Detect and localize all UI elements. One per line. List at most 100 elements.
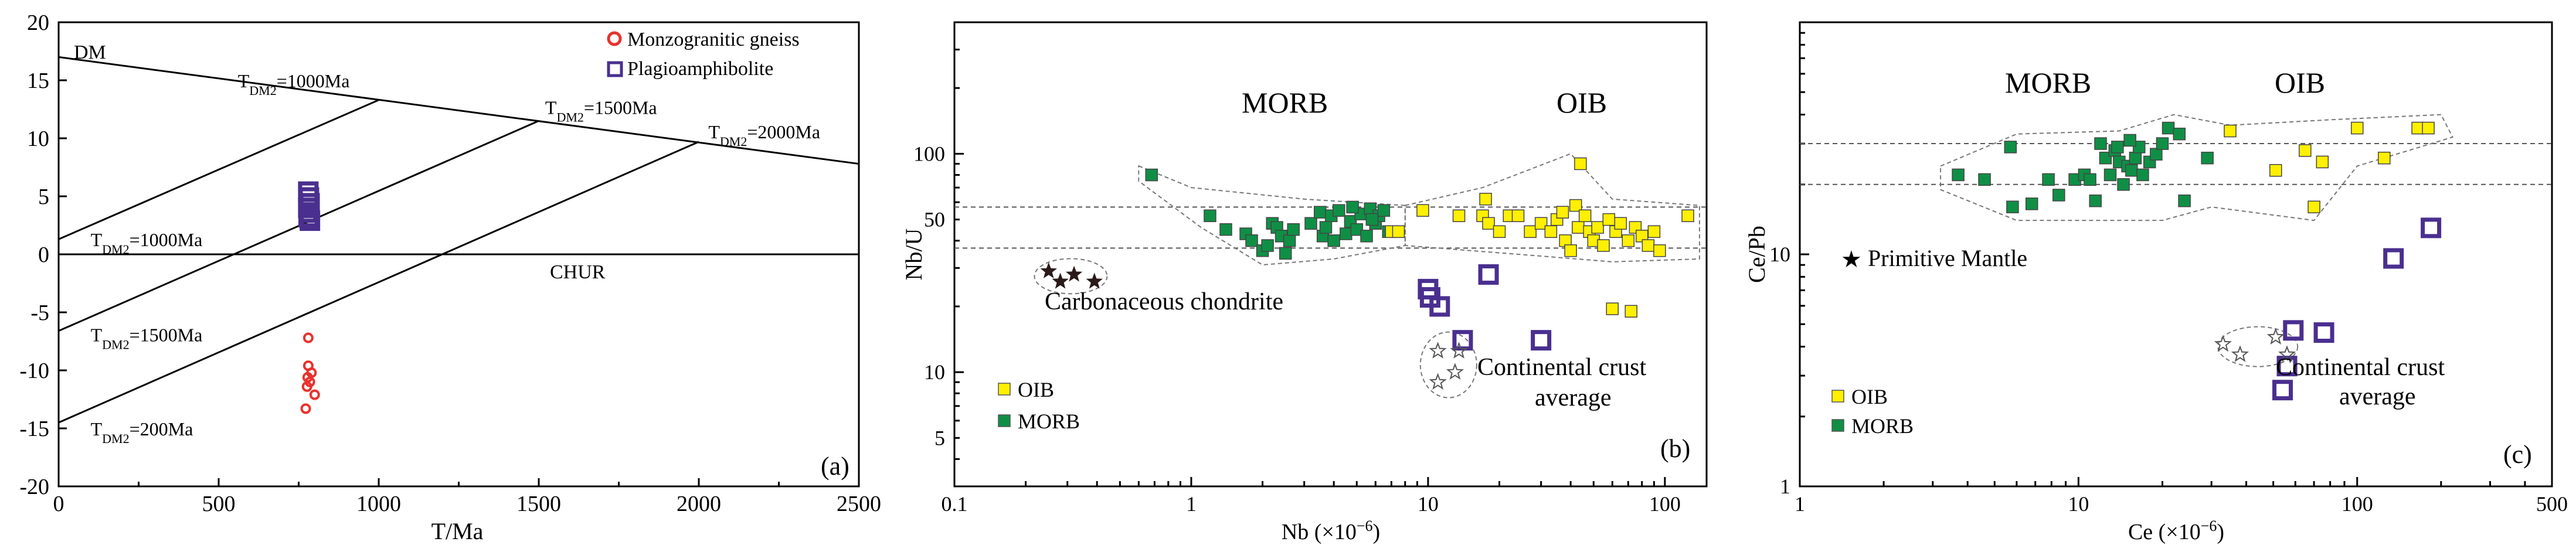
point-continental-crust-average [1446,363,1464,380]
legend-morb-b: MORB [1018,410,1080,433]
point-oib [1416,204,1429,217]
point-morb [1283,234,1296,247]
panel-b: 0.1 1 10 100 5 10 50 100 MORB OIB Carbonaceous … [900,21,1708,544]
point-oib [1556,206,1569,219]
point-morb [1319,221,1333,234]
point-plagioamphibolite [2283,320,2304,341]
morb-field-outline [1138,165,1406,266]
point-morb [1279,247,1292,260]
point-plagioamphibolite [300,210,321,231]
ytick-label: 1 [1780,475,1790,498]
point-morb [2129,151,2142,165]
point-monzogranitic-gneiss [300,403,311,414]
legend-oib-swatch-b [998,383,1011,396]
point-morb [1377,204,1391,217]
panel-c-xlabel-main: Ce (×10 [2128,520,2201,544]
point-oib [1574,157,1587,171]
panel-c-xlabel-end: ) [2217,520,2224,544]
legend-oib-c: OIB [1851,385,1888,408]
point-continental-crust-average [1429,373,1447,390]
point-oib [1625,305,1637,318]
point-morb [1978,173,1991,186]
point-continental-crust-average [2266,328,2285,345]
point-plagioamphibolite [1429,296,1450,317]
point-oib [1572,221,1585,234]
point-oib [1647,225,1661,238]
point-morb [1261,239,1274,252]
panel-b-ylabel: Nb/U [900,228,927,280]
a-xtick-label: 0 [53,492,64,516]
oib-field-label-b: OIB [1557,86,1607,119]
point-oib [1452,209,1466,222]
oib-field-label-c: OIB [2275,66,2325,99]
ytick-label: 5 [934,426,945,449]
point-oib [1511,209,1525,222]
point-oib [1493,225,1506,238]
point-oib [2299,144,2312,157]
point-carbonaceous-chondrite [1052,272,1069,289]
xtick-label: 100 [2341,492,2373,516]
legend-oib-b: OIB [1018,378,1054,401]
panel-b-xlabel-end: ) [1373,520,1381,544]
a-ytick-label: 10 [27,127,49,151]
panel-b-label: (b) [1660,434,1690,463]
panel-b-frame [953,21,1708,488]
legend-plagioamphibolite: Plagioamphibolite [627,58,773,80]
panel-c-xlabel: Ce (×10−6) [2128,517,2224,545]
point-oib [1392,225,1405,238]
point-oib [1622,234,1635,247]
chondrite-label: Carbonaceous chondrite [1045,288,1283,315]
a-ytick-label: -15 [19,417,49,441]
point-morb [2136,168,2149,182]
panel-a-xlabel: T/Ma [431,518,484,544]
chondrite-field-outline [1034,258,1108,295]
a-ytick-label: 5 [38,185,49,209]
point-morb [2173,127,2186,141]
point-oib [1606,302,1619,315]
point-plagioamphibolite [2313,322,2334,343]
a-ytick-label: -20 [19,475,49,499]
point-oib [1591,221,1604,234]
point-oib [2316,155,2329,169]
point-morb [2004,141,2017,154]
point-oib [1578,209,1592,222]
point-continental-crust-average [1450,342,1468,359]
point-oib [1642,239,1655,252]
point-oib [1569,199,1582,212]
point-carbonaceous-chondrite [1086,272,1103,289]
point-morb [1340,227,1352,240]
point-morb [2084,173,2096,186]
morb-oib-field-outline [1940,114,2453,222]
legend-oib-swatch-c [1831,390,1844,403]
a-xtick-label: 2500 [837,492,881,516]
line-tdm2-1000ma [58,99,379,240]
a-xtick-label: 1000 [356,492,401,516]
ytick-label: 50 [924,208,945,231]
chur-label: CHUR [550,261,606,283]
point-morb [1304,217,1317,230]
point-oib [1681,209,1694,222]
point-morb [2125,164,2138,177]
point-plagioamphibolite [2421,217,2442,238]
point-oib [1564,244,1577,257]
xtick-label: 0.1 [942,492,968,516]
point-morb [2006,200,2019,213]
crust-field-outline [1419,331,1477,398]
point-carbonaceous-chondrite [1065,265,1083,282]
point-oib [1534,217,1548,230]
a-ytick-label: 20 [27,11,49,35]
point-plagioamphibolite [1452,330,1473,351]
point-morb [2103,168,2117,182]
a-xtick-label: 2000 [677,492,721,516]
ytick-label: 10 [924,360,945,384]
point-morb [1365,213,1379,226]
panel-b-xlabel-main: Nb (×10 [1282,520,1357,544]
line-dm [58,56,859,165]
crust-field-outline [2217,326,2299,367]
tdm-label-t1000_left: TDM2=1000Ma [91,229,203,257]
point-monzogranitic-gneiss [309,389,320,400]
point-oib [2422,121,2435,135]
dm-label: DM [74,42,106,63]
point-morb [1287,223,1300,236]
